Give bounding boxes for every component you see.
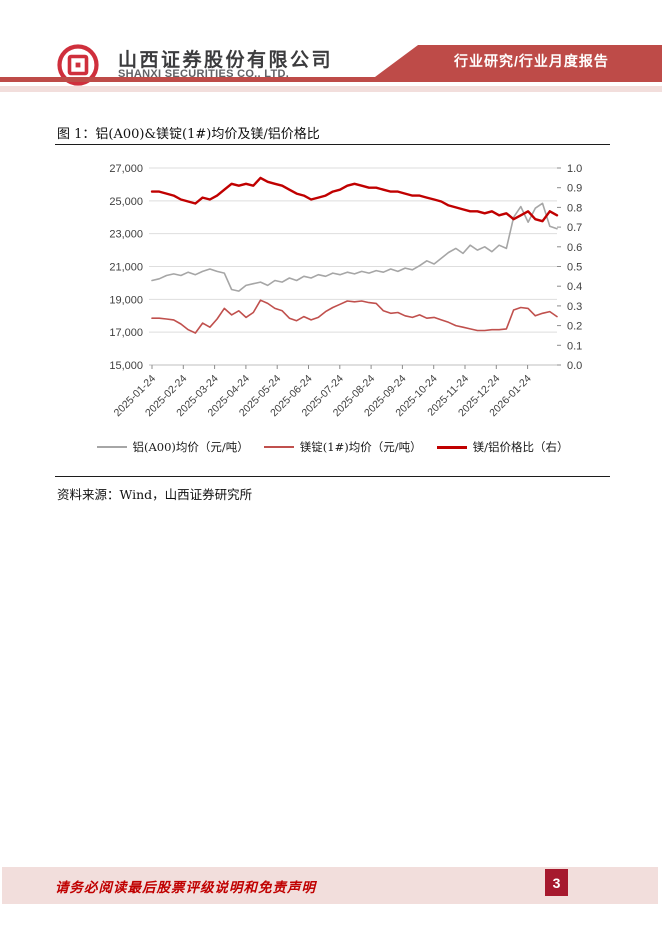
svg-text:27,000: 27,000 xyxy=(109,163,143,175)
svg-text:0.6: 0.6 xyxy=(567,242,582,254)
grid-lines xyxy=(149,167,557,333)
svg-text:0.2: 0.2 xyxy=(567,321,582,333)
svg-text:0.7: 0.7 xyxy=(567,222,582,234)
legend-item-ratio: 镁/铝价格比（右） xyxy=(436,439,569,455)
company-logo-icon xyxy=(57,44,99,86)
legend-label-magnesium: 镁锭(1#)均价（元/吨） xyxy=(299,440,422,454)
right-axis-ticks xyxy=(557,167,561,366)
report-type-label: 行业研究/行业月度报告 xyxy=(454,53,609,69)
legend-item-magnesium: 镁锭(1#)均价（元/吨） xyxy=(263,439,422,455)
svg-text:15,000: 15,000 xyxy=(109,360,143,372)
series-line-magnesium xyxy=(151,299,558,334)
header-rule-light xyxy=(0,86,662,92)
svg-text:21,000: 21,000 xyxy=(109,262,143,274)
figure-title: 图 1：铝(A00)&镁锭(1#)均价及镁/铝价格比 xyxy=(57,127,320,142)
figure-top-rule xyxy=(55,144,610,145)
svg-text:0.0: 0.0 xyxy=(567,360,582,372)
legend-line-swatch-ratio xyxy=(436,445,467,449)
header-rule xyxy=(0,77,662,82)
svg-text:0.9: 0.9 xyxy=(567,183,582,195)
svg-text:0.3: 0.3 xyxy=(567,301,582,313)
legend-label-aluminum: 铝(A00)均价（元/吨） xyxy=(132,440,249,454)
legend-item-aluminum: 铝(A00)均价（元/吨） xyxy=(96,439,249,455)
x-axis xyxy=(149,364,557,369)
x-axis-labels: 2025-01-242025-02-242025-03-242025-04-24… xyxy=(112,373,534,420)
left-axis-labels: 27,000 25,000 23,000 21,000 19,000 17,000 15,0… xyxy=(109,163,143,372)
chart-legend: 铝(A00)均价（元/吨） 镁锭(1#)均价（元/吨） 镁/铝价格比（右） xyxy=(80,439,585,455)
svg-text:0.8: 0.8 xyxy=(567,202,582,214)
svg-text:23,000: 23,000 xyxy=(109,229,143,241)
price-chart: 27,000 25,000 23,000 21,000 19,000 17,000 15,0… xyxy=(109,163,582,420)
figure-bottom-rule xyxy=(55,476,610,477)
svg-text:0.5: 0.5 xyxy=(567,262,582,274)
svg-text:1.0: 1.0 xyxy=(567,163,582,175)
series-line-ratio xyxy=(150,176,559,223)
svg-text:25,000: 25,000 xyxy=(109,196,143,208)
svg-text:19,000: 19,000 xyxy=(109,294,143,306)
footer-disclaimer: 请务必阅读最后股票评级说明和免责声明 xyxy=(55,880,316,895)
data-source: 资料来源：Wind，山西证券研究所 xyxy=(57,487,253,502)
company-name: 山西证券股份有限公司 xyxy=(118,50,334,71)
report-type-banner: 行业研究/行业月度报告 xyxy=(375,45,662,77)
page-number-badge: 3 xyxy=(545,869,568,896)
legend-line-swatch-magnesium xyxy=(263,446,294,448)
legend-line-swatch-aluminum xyxy=(96,446,127,448)
svg-text:0.4: 0.4 xyxy=(567,281,582,293)
legend-label-ratio: 镁/铝价格比（右） xyxy=(472,440,569,454)
series-line-aluminum xyxy=(151,202,558,292)
right-axis-labels: 1.0 0.9 0.8 0.7 0.6 0.5 0.4 0.3 0.2 0.1 0.0 xyxy=(567,163,582,372)
svg-text:0.1: 0.1 xyxy=(567,340,582,352)
svg-text:17,000: 17,000 xyxy=(109,327,143,339)
